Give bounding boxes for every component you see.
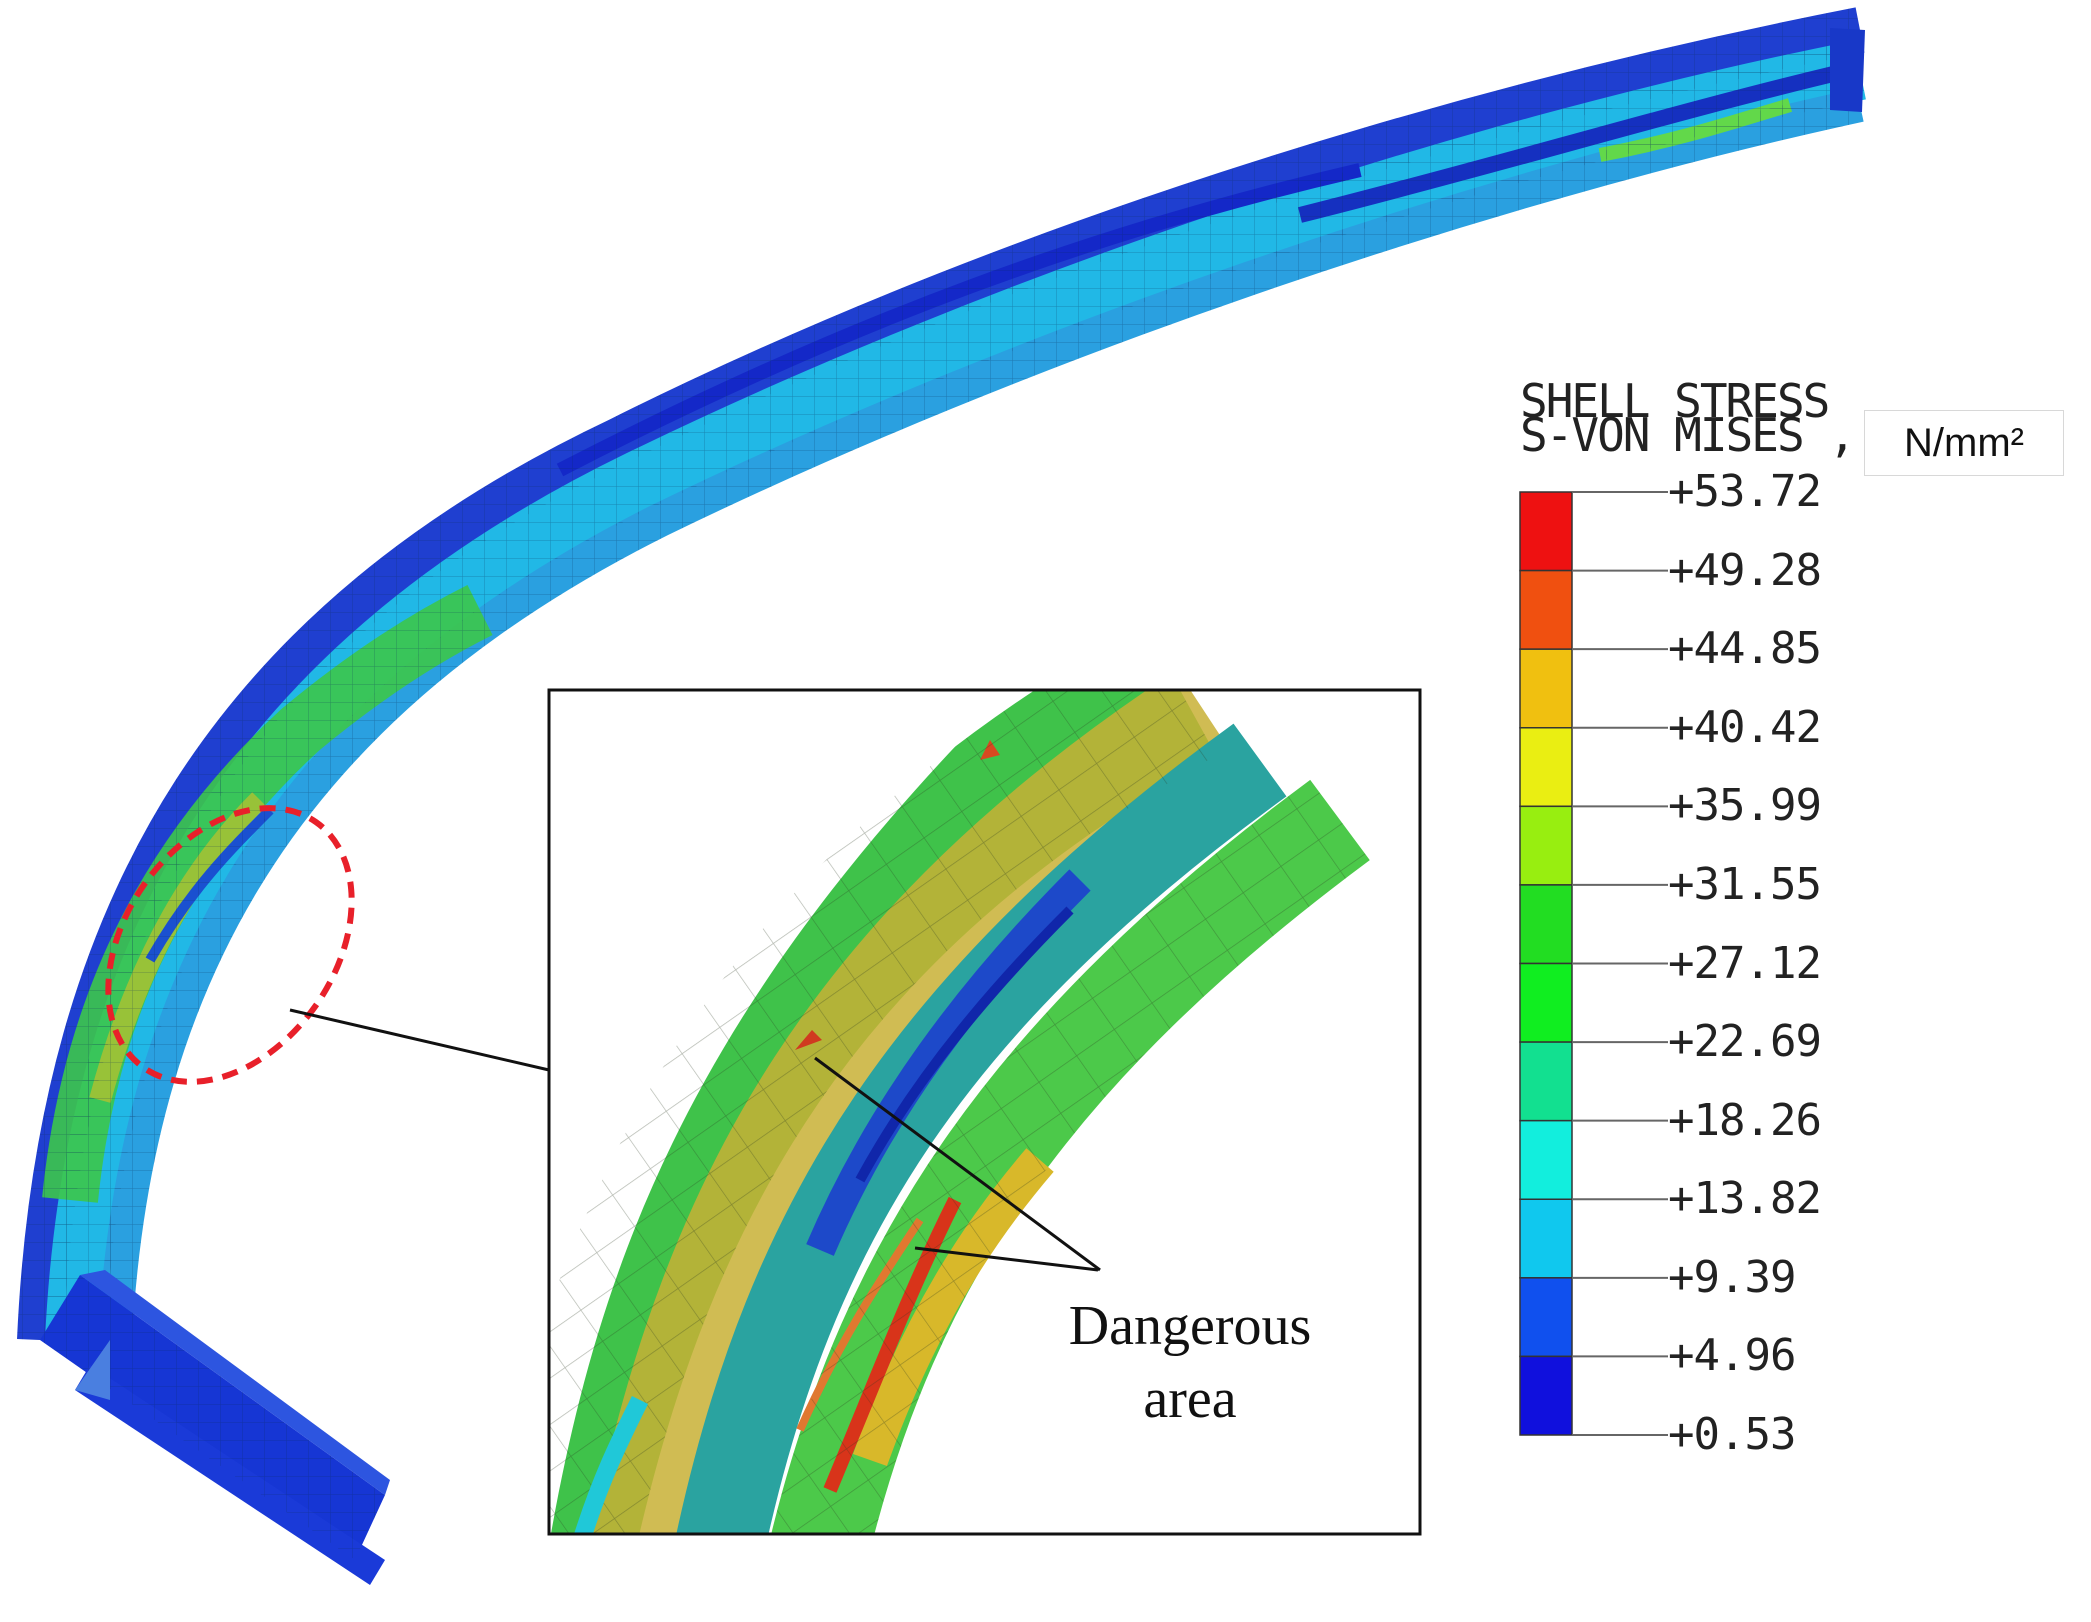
highlight-ellipse (105, 805, 355, 1085)
legend-title-line1: SHELL STRESS (1520, 374, 1830, 428)
base-i-beam (40, 1270, 390, 1585)
legend-tick-label: +40.42 (1668, 701, 1822, 753)
legend-tick-label: +49.28 (1668, 544, 1822, 596)
legend-swatch (1519, 648, 1573, 729)
legend-tick-label: +22.69 (1668, 1016, 1822, 1068)
legend-swatch (1519, 962, 1573, 1043)
legend-unit: N/mm² (1864, 410, 2064, 476)
legend-swatch (1519, 805, 1573, 886)
legend-swatch (1519, 569, 1573, 650)
zoom-inset (547, 688, 1422, 1536)
legend-swatch (1519, 1277, 1573, 1358)
legend-tick-label: +44.85 (1668, 623, 1822, 675)
legend-tick-label: +35.99 (1668, 780, 1822, 832)
annotation-line1: Dangerous (1068, 1295, 1312, 1357)
legend-swatch (1519, 884, 1573, 965)
pointer-line-upper (814, 1056, 1101, 1272)
pointer-line-lower (914, 1246, 1099, 1272)
zoom-connector-line (289, 1008, 550, 1072)
legend-swatch (1519, 1041, 1573, 1122)
legend-tick-label: +31.55 (1668, 858, 1822, 910)
legend-swatch (1519, 1198, 1573, 1279)
curved-beam (17, 7, 1866, 1342)
legend-swatch (1519, 1355, 1573, 1436)
legend-tick-label: +0.53 (1668, 1409, 1796, 1460)
legend-swatch (1519, 491, 1573, 572)
legend-tick-label: +4.96 (1668, 1330, 1796, 1382)
legend-tick-label: +18.26 (1668, 1094, 1822, 1146)
legend-swatch (1519, 727, 1573, 808)
dangerous-area-annotation: Dangerous area (1020, 1290, 1360, 1436)
legend-tick-label: +9.39 (1668, 1251, 1796, 1303)
legend-tick-label: +27.12 (1668, 937, 1822, 989)
legend-color-bar (1519, 491, 1668, 1436)
annotation-line2: area (1143, 1367, 1237, 1430)
legend-tick-label: +13.82 (1668, 1173, 1822, 1225)
legend-swatch (1519, 1119, 1573, 1200)
legend-title-line2: S-VON MISES , (1520, 408, 1856, 462)
legend-tick-label: +53.72 (1668, 466, 1822, 517)
